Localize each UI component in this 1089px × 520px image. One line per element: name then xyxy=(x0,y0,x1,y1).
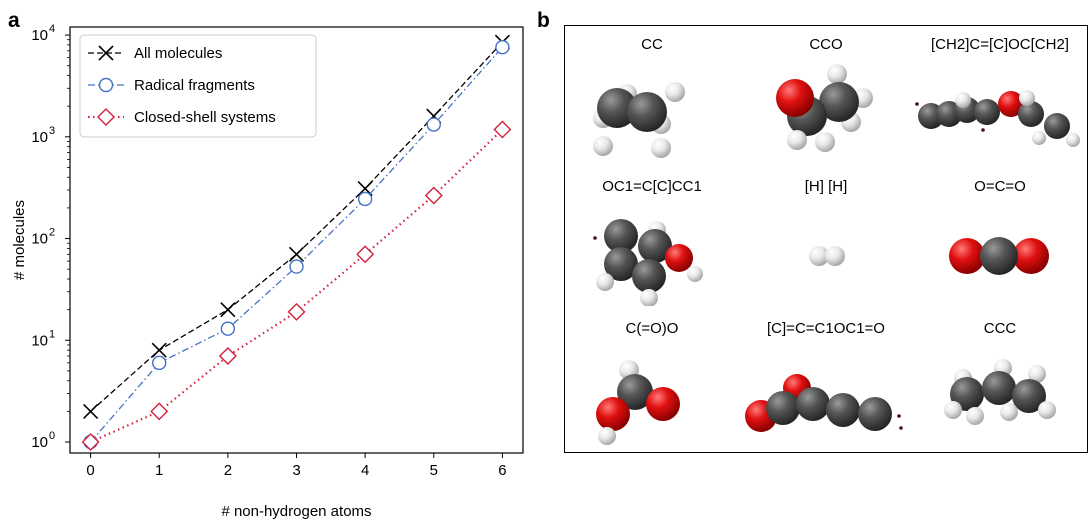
molecule-cell-propane: CCC xyxy=(913,310,1087,452)
legend-frame xyxy=(79,34,317,138)
molecule-smiles: CCC xyxy=(983,320,1017,337)
molecule-smiles: O=C=O xyxy=(974,178,1026,195)
data-point xyxy=(97,108,115,126)
molecule-cell-ring: OC1=C[C]CC1 xyxy=(565,168,739,310)
data-point xyxy=(83,403,99,419)
data-point-stroke xyxy=(98,45,114,61)
x-axis-label: # non-hydrogen atoms xyxy=(221,503,371,520)
data-point xyxy=(98,77,114,93)
data-point xyxy=(220,302,236,318)
molecule-cell-cumulene: [C]=C=C1OC1=O xyxy=(739,310,913,452)
data-point xyxy=(493,120,512,139)
data-point xyxy=(218,347,237,366)
molecule-smiles: [H] [H] xyxy=(804,178,848,195)
data-point xyxy=(357,191,373,207)
x-tick-label: 4 xyxy=(361,462,369,479)
data-point xyxy=(81,433,100,452)
x-tick-label: 5 xyxy=(430,462,438,479)
molecule-cell-formic-acid: C(=O)O xyxy=(565,310,739,452)
molecule-smiles: C(=O)O xyxy=(625,320,679,337)
molecule-smiles: CCO xyxy=(809,36,843,53)
data-point xyxy=(150,402,169,421)
molecule-smiles: [CH2]C=[C]OC[CH2] xyxy=(931,36,1069,53)
molecule-smiles: CC xyxy=(641,36,663,53)
y-tick-exponent: 0 xyxy=(49,430,55,442)
legend: All molecules Radical fragments Closed-she… xyxy=(79,34,317,138)
y-tick-label: 10 xyxy=(31,332,48,349)
panel-b-label: b xyxy=(537,9,550,32)
molecule-grid: CC CCO [CH2]C=[C]OC[CH2] xyxy=(564,25,1088,453)
data-point-stroke xyxy=(151,342,167,358)
data-point xyxy=(152,355,167,371)
y-tick-exponent: 4 xyxy=(49,23,55,35)
y-tick-label: 10 xyxy=(31,27,48,44)
data-point xyxy=(426,117,441,132)
legend-label: Radical fragments xyxy=(134,77,255,94)
series-line xyxy=(90,128,504,444)
data-point-stroke xyxy=(288,246,305,262)
molecule-smiles: [C]=C=C1OC1=O xyxy=(767,320,885,337)
data-point-stroke xyxy=(220,302,236,318)
y-tick-exponent: 1 xyxy=(49,328,55,340)
molecule-cell-co2: O=C=O xyxy=(913,168,1087,310)
series-diamond xyxy=(81,120,512,452)
data-point xyxy=(220,321,236,336)
data-point xyxy=(424,186,443,205)
ethane-molecule-icon xyxy=(593,82,685,158)
legend-label: All molecules xyxy=(134,45,222,62)
data-point xyxy=(289,259,304,274)
panel-a-label: a xyxy=(8,9,20,32)
hydrogen-molecule-icon xyxy=(809,246,845,266)
x-tick-label: 6 xyxy=(498,462,506,479)
propane-molecule-icon xyxy=(944,359,1056,425)
ethanol-molecule-icon xyxy=(776,64,873,152)
radical-chain-molecule-icon xyxy=(915,90,1080,147)
x-tick-label: 1 xyxy=(155,462,163,479)
legend-label: Closed-shell systems xyxy=(134,109,276,126)
x-tick-label: 0 xyxy=(86,462,94,479)
x-tick-label: 2 xyxy=(224,462,232,479)
data-point-stroke xyxy=(357,180,373,197)
y-axis-label: # molecules xyxy=(11,200,28,280)
y-tick-label: 10 xyxy=(31,434,48,451)
y-tick-exponent: 3 xyxy=(49,125,55,137)
ring-molecule-icon xyxy=(593,219,703,306)
y-tick-exponent: 2 xyxy=(49,227,55,239)
formic-acid-molecule-icon xyxy=(596,360,680,445)
data-point-stroke xyxy=(83,403,99,419)
molecule-cell-cc: CC xyxy=(565,26,739,168)
data-point xyxy=(288,246,305,262)
data-point xyxy=(98,45,114,61)
x-tick-label: 3 xyxy=(292,462,300,479)
y-tick-label: 10 xyxy=(31,231,48,248)
carbon-dioxide-molecule-icon xyxy=(949,237,1049,275)
y-tick-label: 10 xyxy=(31,129,48,146)
molecule-smiles: OC1=C[C]CC1 xyxy=(602,178,702,195)
data-point xyxy=(151,342,167,358)
molecule-cell-h2: [H] [H] xyxy=(739,168,913,310)
data-point xyxy=(287,302,306,321)
molecule-cell-cco: CCO xyxy=(739,26,913,168)
data-point xyxy=(495,39,510,55)
molecule-cell-radical-chain: [CH2]C=[C]OC[CH2] xyxy=(913,26,1087,168)
cumulene-molecule-icon xyxy=(745,374,903,432)
data-point xyxy=(356,245,375,264)
